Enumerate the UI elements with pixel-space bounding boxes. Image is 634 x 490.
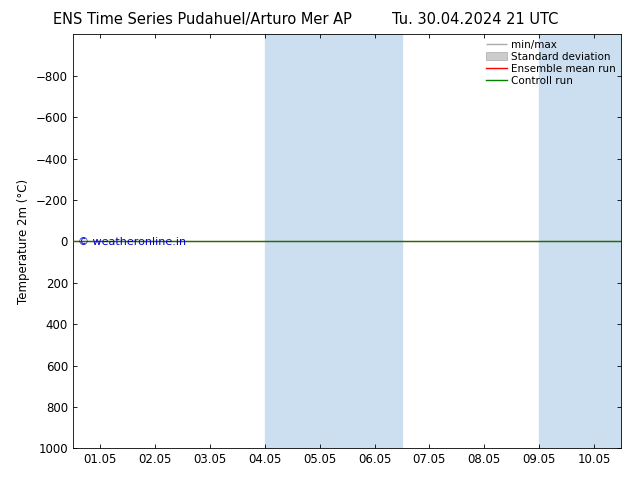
Text: Tu. 30.04.2024 21 UTC: Tu. 30.04.2024 21 UTC [392,12,559,27]
Text: ENS Time Series Pudahuel/Arturo Mer AP: ENS Time Series Pudahuel/Arturo Mer AP [53,12,353,27]
Text: © weatheronline.in: © weatheronline.in [79,237,186,247]
Bar [265,34,402,448]
Legend: min/max, Standard deviation, Ensemble mean run, Controll run: min/max, Standard deviation, Ensemble me… [484,37,618,88]
Y-axis label: Temperature 2m (°C): Temperature 2m (°C) [17,179,30,304]
Bar [539,34,621,448]
